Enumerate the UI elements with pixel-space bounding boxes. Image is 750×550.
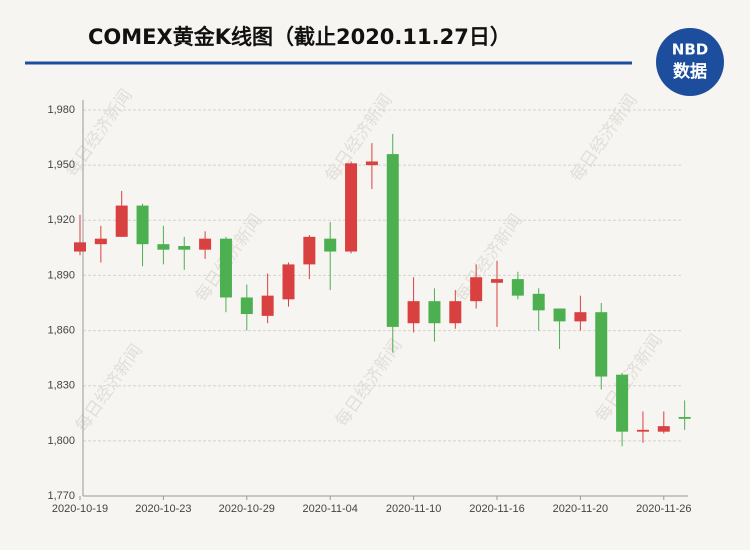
x-tick-label: 2020-11-04	[302, 503, 357, 515]
candle-body	[532, 293, 545, 311]
candle-body	[94, 238, 107, 245]
candle-body	[636, 429, 649, 432]
y-tick-label: 1,980	[47, 104, 75, 116]
y-tick-label: 1,890	[47, 269, 75, 281]
logo-bottom: 数据	[673, 61, 707, 82]
candle-body	[595, 312, 608, 377]
x-tick-label: 2020-11-20	[553, 503, 608, 515]
candle-body	[199, 238, 212, 250]
candle-body	[386, 154, 399, 327]
y-tick-label: 1,830	[47, 380, 75, 392]
candle-body	[470, 277, 483, 302]
candle-body	[282, 264, 295, 300]
candle-body	[115, 205, 128, 237]
candle-body	[678, 416, 691, 419]
candle-body	[365, 161, 378, 166]
y-tick-label: 1,950	[47, 159, 75, 171]
candle-body	[136, 205, 149, 245]
x-tick-label: 2020-11-16	[469, 503, 524, 515]
y-tick-label: 1,920	[47, 214, 75, 226]
candle-body	[449, 301, 462, 324]
candle-body	[491, 279, 503, 283]
candle-body	[157, 244, 170, 250]
x-tick-label: 2020-10-29	[219, 503, 275, 515]
y-tick-label: 1,800	[47, 435, 75, 447]
logo-circle	[656, 28, 724, 96]
candle-body	[178, 246, 191, 250]
candle-body	[657, 426, 670, 432]
candle-body	[261, 295, 274, 316]
candle-body	[303, 236, 316, 265]
y-tick-label: 1,860	[47, 324, 75, 336]
x-tick-label: 2020-11-26	[636, 503, 691, 515]
candle-body	[616, 374, 629, 432]
candle-body	[574, 312, 587, 322]
x-tick-label: 2020-10-23	[135, 503, 191, 515]
x-tick-label: 2020-11-10	[386, 503, 441, 515]
logo-top: NBD	[672, 41, 708, 59]
candle-body	[428, 301, 441, 324]
candle-body	[553, 308, 566, 322]
candle-body	[219, 238, 232, 298]
candle-body	[324, 238, 337, 252]
chart-title: COMEX黄金K线图（截止2020.11.27日）	[88, 25, 511, 49]
candle-body	[407, 301, 420, 324]
candle-body	[240, 297, 253, 315]
candle-body	[345, 163, 358, 252]
y-tick-label: 1,770	[47, 490, 75, 502]
candle-body	[511, 279, 524, 296]
x-tick-label: 2020-10-19	[52, 503, 108, 515]
candle-body	[74, 242, 86, 252]
